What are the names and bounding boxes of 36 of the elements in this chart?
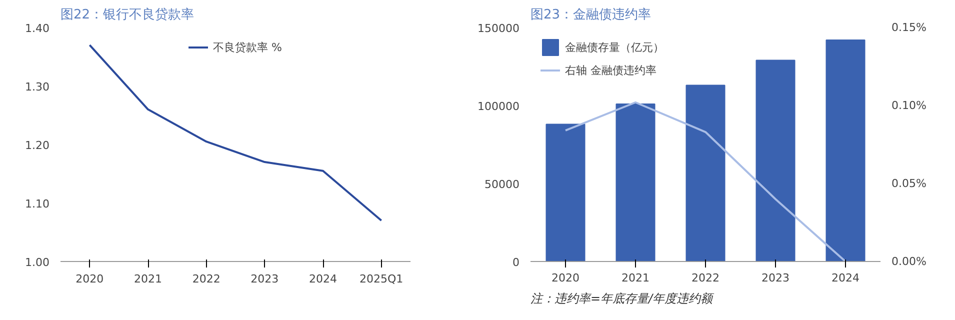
x-tick-label: 2023 <box>250 272 279 286</box>
x-tick-label: 2025Q1 <box>360 272 404 286</box>
x-tick-label: 2024 <box>832 272 860 284</box>
y2-tick-label: 0.15% <box>892 21 926 34</box>
chart-title: 图23：金融债违约率 <box>530 6 652 22</box>
bar <box>826 39 866 262</box>
y-tick-label: 1.20 <box>25 139 50 152</box>
x-tick-label: 2021 <box>622 272 650 284</box>
chart-title: 图22：银行不良贷款率 <box>60 6 194 22</box>
bar <box>756 60 796 262</box>
legend-label: 不良贷款率 % <box>213 40 282 54</box>
y-tick-label: 1.00 <box>25 256 50 269</box>
y-tick-label: 50000 <box>484 178 520 191</box>
line-series <box>564 101 846 262</box>
x-tick-label: 2024 <box>309 272 338 286</box>
x-tick-label: 2022 <box>692 272 720 284</box>
y-tick-label: 1.30 <box>25 80 50 94</box>
bar <box>616 103 656 262</box>
y-tick-label: 150000 <box>478 22 520 35</box>
y2-tick-label: 0.10% <box>892 99 926 112</box>
x-tick-label: 2020 <box>76 272 104 286</box>
legend-label: 金融债存量（亿元） <box>565 40 664 54</box>
x-tick-label: 2023 <box>762 272 790 284</box>
y-tick-label: 1.40 <box>25 22 50 35</box>
y2-tick-label: 0.00% <box>892 255 926 268</box>
y-tick-label: 1.10 <box>25 198 50 210</box>
y-tick-label: 0 <box>512 256 520 269</box>
bar <box>686 84 726 262</box>
y-tick-label: 100000 <box>478 100 520 113</box>
legend-label: 右轴 金融债违约率 <box>565 62 656 78</box>
y2-tick-label: 0.05% <box>892 177 926 190</box>
text: 注：违约率=年底存量/年度违约额 <box>530 292 715 306</box>
bar <box>546 124 586 262</box>
x-tick-label: 2022 <box>192 272 220 286</box>
x-tick-label: 2021 <box>134 272 162 286</box>
x-tick-label: 2020 <box>552 272 580 284</box>
